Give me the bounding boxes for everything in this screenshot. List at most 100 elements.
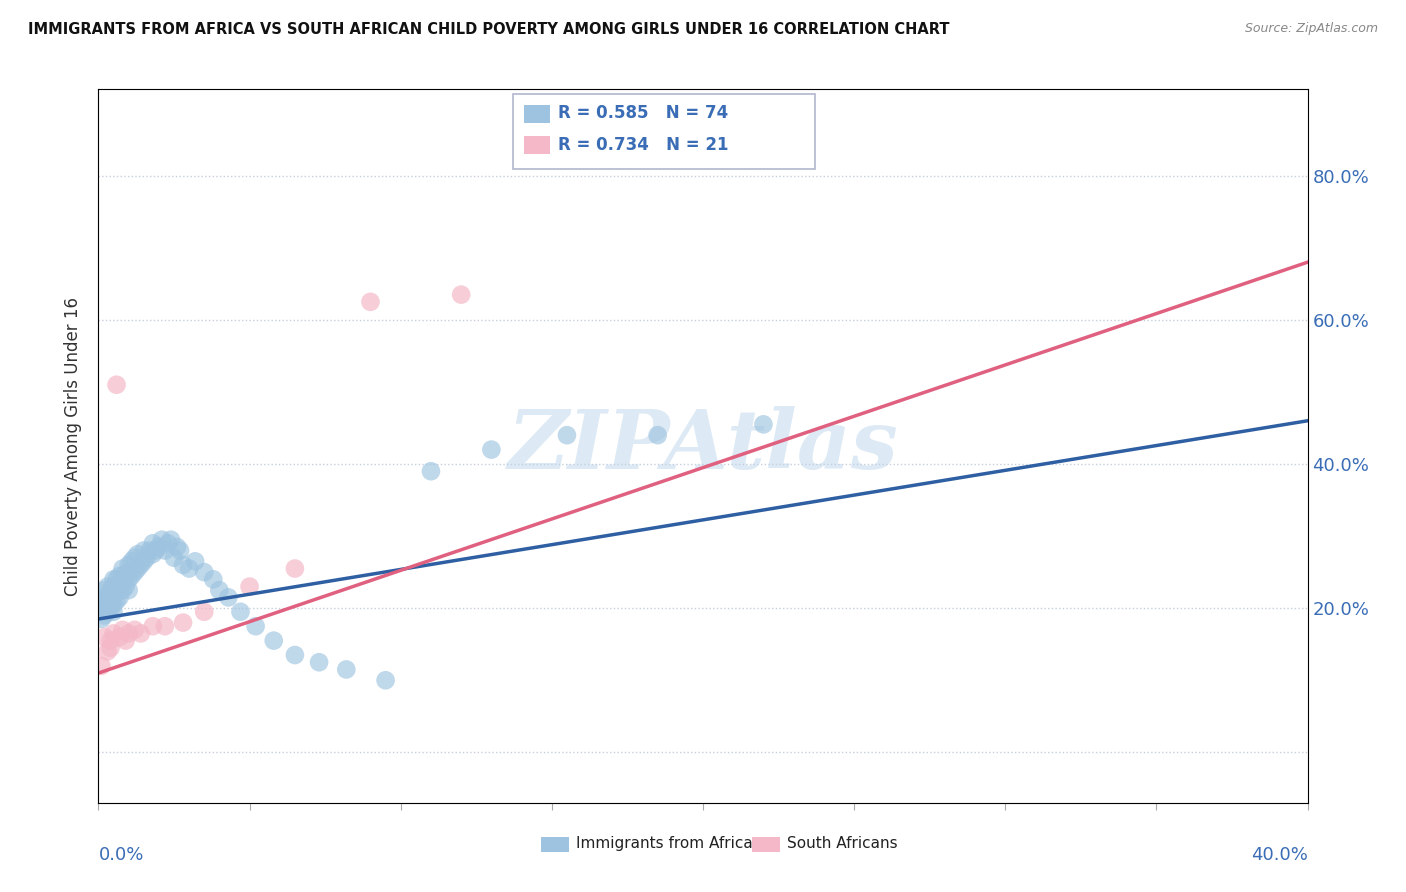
- Point: [111, 561, 134, 575]
- Point: [129, 558, 152, 572]
- Point: [127, 547, 149, 561]
- Point: [121, 568, 143, 582]
- Point: [374, 673, 396, 688]
- Point: [239, 580, 262, 594]
- Point: [555, 428, 578, 442]
- Point: [114, 580, 136, 594]
- Point: [90, 598, 112, 612]
- Text: 0.0%: 0.0%: [98, 846, 143, 863]
- Point: [100, 591, 122, 605]
- Point: [139, 543, 162, 558]
- Point: [93, 608, 115, 623]
- Point: [202, 572, 225, 586]
- Point: [335, 663, 357, 677]
- Point: [142, 547, 165, 561]
- Point: [118, 583, 141, 598]
- Point: [284, 648, 307, 662]
- Text: R = 0.734   N = 21: R = 0.734 N = 21: [558, 136, 728, 153]
- Point: [105, 594, 128, 608]
- Point: [111, 623, 134, 637]
- Point: [184, 554, 207, 568]
- Y-axis label: Child Poverty Among Girls Under 16: Child Poverty Among Girls Under 16: [65, 296, 83, 596]
- Point: [121, 554, 143, 568]
- Text: Immigrants from Africa: Immigrants from Africa: [576, 837, 754, 851]
- Point: [111, 583, 134, 598]
- Point: [208, 583, 231, 598]
- Point: [752, 417, 775, 432]
- Point: [108, 591, 131, 605]
- Point: [160, 533, 183, 547]
- Point: [103, 572, 125, 586]
- Point: [148, 540, 170, 554]
- Point: [124, 623, 146, 637]
- Point: [420, 464, 443, 478]
- Point: [103, 598, 125, 612]
- Point: [245, 619, 267, 633]
- Point: [100, 633, 122, 648]
- Point: [111, 572, 134, 586]
- Point: [118, 572, 141, 586]
- Point: [132, 554, 155, 568]
- Point: [96, 591, 118, 605]
- Point: [90, 605, 112, 619]
- Point: [163, 550, 186, 565]
- Text: Source: ZipAtlas.com: Source: ZipAtlas.com: [1244, 22, 1378, 36]
- Point: [284, 561, 307, 575]
- Point: [450, 287, 472, 301]
- Point: [118, 558, 141, 572]
- Point: [142, 619, 165, 633]
- Point: [166, 540, 188, 554]
- Point: [96, 644, 118, 658]
- Point: [127, 561, 149, 575]
- Point: [647, 428, 669, 442]
- Point: [103, 605, 125, 619]
- Point: [229, 605, 252, 619]
- Point: [132, 543, 155, 558]
- Point: [142, 536, 165, 550]
- Point: [263, 633, 285, 648]
- Point: [308, 655, 330, 669]
- Point: [96, 598, 118, 612]
- Point: [118, 626, 141, 640]
- Point: [145, 543, 167, 558]
- Point: [124, 550, 146, 565]
- Point: [90, 612, 112, 626]
- Point: [114, 633, 136, 648]
- Point: [93, 591, 115, 605]
- Point: [100, 601, 122, 615]
- Point: [103, 580, 125, 594]
- Text: R = 0.585   N = 74: R = 0.585 N = 74: [558, 104, 728, 122]
- Point: [169, 543, 191, 558]
- Point: [96, 580, 118, 594]
- Point: [108, 630, 131, 644]
- Point: [108, 580, 131, 594]
- Point: [105, 583, 128, 598]
- Point: [105, 572, 128, 586]
- Point: [193, 565, 215, 579]
- Point: [96, 605, 118, 619]
- Point: [153, 619, 176, 633]
- Point: [93, 630, 115, 644]
- Point: [103, 591, 125, 605]
- Point: [172, 615, 194, 630]
- Point: [114, 566, 136, 581]
- Point: [100, 640, 122, 655]
- Point: [100, 583, 122, 598]
- Text: IMMIGRANTS FROM AFRICA VS SOUTH AFRICAN CHILD POVERTY AMONG GIRLS UNDER 16 CORRE: IMMIGRANTS FROM AFRICA VS SOUTH AFRICAN …: [28, 22, 949, 37]
- Point: [103, 626, 125, 640]
- Point: [153, 543, 176, 558]
- Point: [360, 294, 382, 309]
- Point: [179, 561, 201, 575]
- Point: [124, 565, 146, 579]
- Point: [93, 601, 115, 615]
- Point: [150, 533, 173, 547]
- Text: 40.0%: 40.0%: [1251, 846, 1308, 863]
- Point: [93, 583, 115, 598]
- Point: [481, 442, 503, 457]
- Point: [129, 626, 152, 640]
- Point: [135, 550, 157, 565]
- Point: [193, 605, 215, 619]
- Point: [90, 658, 112, 673]
- Point: [105, 377, 128, 392]
- Text: South Africans: South Africans: [787, 837, 898, 851]
